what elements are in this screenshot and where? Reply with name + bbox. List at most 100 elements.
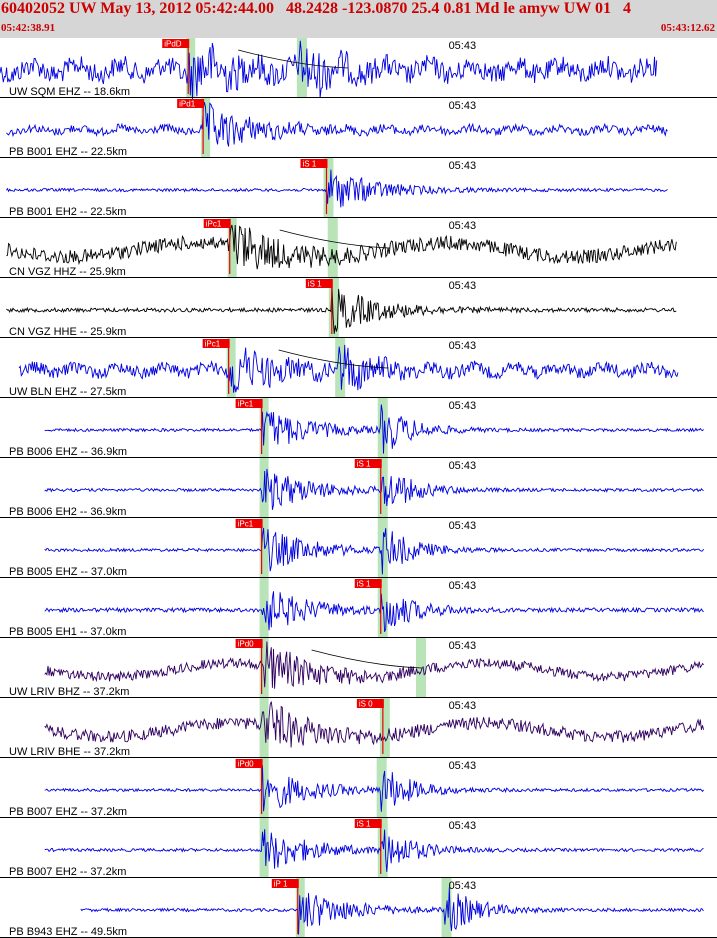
time-mark: 05:43 bbox=[449, 280, 477, 292]
pick-flag bbox=[354, 579, 382, 588]
pick-flag bbox=[202, 339, 230, 348]
pick-label: iPdD bbox=[164, 40, 182, 49]
pick-label: iPd1 bbox=[179, 100, 196, 109]
pick-label: iPc1 bbox=[238, 400, 254, 409]
s-window bbox=[328, 278, 339, 338]
time-mark: 05:43 bbox=[449, 820, 477, 832]
pick-label: iPc1 bbox=[238, 520, 254, 529]
station-label: PB B005 EH1 -- 37.0km bbox=[9, 626, 126, 638]
pick-flag bbox=[300, 159, 328, 168]
waveform bbox=[44, 641, 704, 689]
p-window bbox=[201, 98, 211, 158]
pick-flag bbox=[235, 759, 263, 768]
pick-label: iPc1 bbox=[205, 340, 221, 349]
pick-label: iS 1 bbox=[302, 160, 316, 169]
seismogram-panel: iPdD 05:43 UW SQM EHZ -- 18.6km iPd1 05:43 PB… bbox=[0, 38, 717, 938]
coda-curve bbox=[238, 49, 349, 69]
s-window bbox=[379, 698, 390, 758]
time-mark: 05:43 bbox=[449, 160, 477, 172]
pick-label: iS 1 bbox=[308, 280, 322, 289]
station-label: UW BLN EHZ -- 27.5km bbox=[9, 386, 126, 398]
pick-flag bbox=[235, 639, 263, 648]
station-label: PB B007 EH2 -- 37.2km bbox=[9, 866, 126, 878]
time-mark: 05:43 bbox=[449, 640, 477, 652]
time-mark: 05:43 bbox=[449, 700, 477, 712]
s-window bbox=[377, 458, 388, 518]
waveform bbox=[44, 527, 704, 575]
waveform bbox=[44, 829, 704, 872]
trace-row: iP 1 05:43 PB B943 EHZ -- 49.5km bbox=[0, 878, 717, 938]
waveform bbox=[6, 224, 677, 270]
s-window bbox=[327, 218, 338, 278]
p-window bbox=[259, 518, 269, 578]
station-label: UW LRIV BHE -- 37.2km bbox=[9, 746, 130, 758]
p-window bbox=[259, 818, 269, 878]
trace-row: iS 1 05:43 PB B001 EH2 -- 22.5km bbox=[0, 158, 717, 218]
trace-row: iS 1 05:43 PB B007 EH2 -- 37.2km bbox=[0, 818, 717, 878]
time-mark: 05:43 bbox=[449, 340, 477, 352]
pick-label: iPd0 bbox=[238, 640, 255, 649]
trace-row: iS 1 05:43 CN VGZ HHE -- 25.9km bbox=[0, 278, 717, 338]
waveform bbox=[44, 468, 704, 510]
trace-row: iS 1 05:43 PB B006 EH2 -- 36.9km bbox=[0, 458, 717, 518]
pick-label: iS 1 bbox=[357, 460, 371, 469]
start-time: 05:42:38.91 bbox=[1, 22, 56, 34]
waveform bbox=[0, 40, 658, 100]
station-label: PB B005 EHZ -- 37.0km bbox=[9, 566, 127, 578]
waveform bbox=[6, 284, 677, 334]
station-label: PB B001 EH2 -- 22.5km bbox=[9, 206, 126, 218]
trace-row: iPc1 05:43 UW BLN EHZ -- 27.5km bbox=[0, 338, 717, 398]
pick-label: iPc1 bbox=[206, 220, 222, 229]
trace-row: iS 0 05:43 UW LRIV BHE -- 37.2km bbox=[0, 698, 717, 758]
s-window bbox=[377, 818, 388, 878]
waveform bbox=[44, 701, 705, 748]
pick-flag bbox=[354, 819, 382, 828]
p-window bbox=[259, 698, 269, 758]
time-mark: 05:43 bbox=[449, 40, 477, 52]
pick-flag bbox=[203, 219, 231, 228]
pick-flag bbox=[235, 519, 263, 528]
pick-flag bbox=[235, 399, 263, 408]
station-label: PB B001 EHZ -- 22.5km bbox=[9, 146, 127, 158]
time-mark: 05:43 bbox=[449, 220, 477, 232]
station-label: PB B943 EHZ -- 49.5km bbox=[9, 926, 127, 938]
p-window bbox=[259, 758, 269, 818]
coda-curve bbox=[311, 649, 422, 669]
p-window bbox=[186, 38, 196, 98]
pick-flag bbox=[177, 99, 205, 108]
plot-header: 60402052 UW May 13, 2012 05:42:44.00 48.… bbox=[0, 0, 717, 38]
station-label: UW SQM EHZ -- 18.6km bbox=[9, 86, 130, 98]
trace-row: iPd0 05:43 PB B007 EHZ -- 37.2km bbox=[0, 758, 717, 818]
s-window bbox=[335, 338, 346, 398]
station-label: CN VGZ HHE -- 25.9km bbox=[9, 326, 126, 338]
station-label: CN VGZ HHZ -- 25.9km bbox=[9, 266, 126, 278]
waveform bbox=[44, 404, 704, 454]
time-mark: 05:43 bbox=[449, 520, 477, 532]
waveform bbox=[80, 887, 704, 935]
trace-row: iPd0 05:43 UW LRIV BHZ -- 37.2km bbox=[0, 638, 717, 698]
pick-label: iS 1 bbox=[357, 580, 371, 589]
pick-flag bbox=[162, 39, 190, 48]
waveform bbox=[44, 765, 704, 812]
trace-row: iPd1 05:43 PB B001 EHZ -- 22.5km bbox=[0, 98, 717, 158]
waveform bbox=[6, 102, 668, 147]
pick-flag bbox=[271, 879, 299, 888]
trace-row: iPdD 05:43 UW SQM EHZ -- 18.6km bbox=[0, 38, 717, 100]
time-mark: 05:43 bbox=[449, 400, 477, 412]
time-mark: 05:43 bbox=[449, 460, 477, 472]
trace-row: iS 1 05:43 PB B005 EH1 -- 37.0km bbox=[0, 578, 717, 638]
coda-curve bbox=[279, 229, 390, 249]
station-label: PB B006 EHZ -- 36.9km bbox=[9, 446, 127, 458]
p-window bbox=[227, 218, 237, 278]
station-label: PB B007 EHZ -- 37.2km bbox=[9, 806, 127, 818]
event-title: 60402052 UW May 13, 2012 05:42:44.00 48.… bbox=[1, 0, 632, 17]
station-label: PB B006 EH2 -- 36.9km bbox=[9, 506, 126, 518]
trace-row: iPc1 05:43 PB B005 EHZ -- 37.0km bbox=[0, 518, 717, 578]
pick-flag bbox=[354, 459, 382, 468]
s-window bbox=[376, 758, 387, 818]
pick-label: iS 0 bbox=[359, 700, 373, 709]
p-window bbox=[226, 338, 236, 398]
end-time: 05:43:12.62 bbox=[660, 22, 715, 34]
trace-row: iPc1 05:43 PB B006 EHZ -- 36.9km bbox=[0, 398, 717, 458]
pick-flag bbox=[356, 699, 384, 708]
